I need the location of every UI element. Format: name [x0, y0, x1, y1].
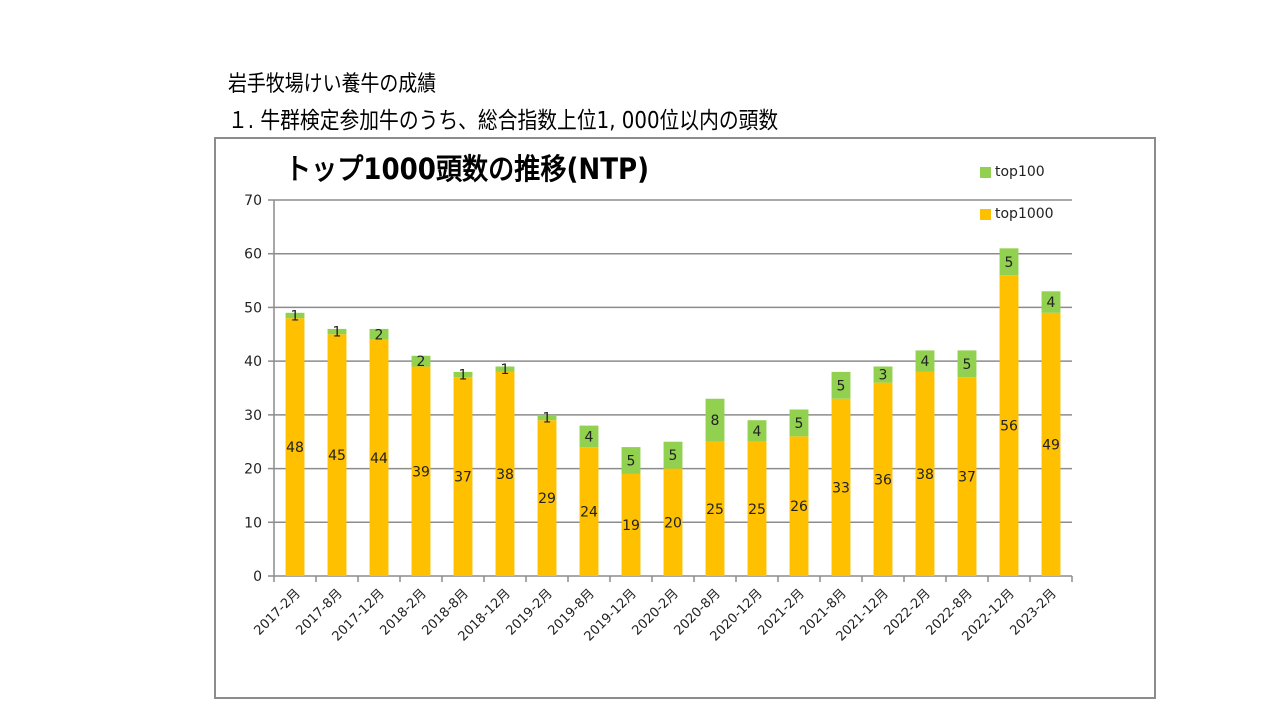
data-label-top100: 8 — [711, 413, 720, 429]
data-label-top1000: 25 — [748, 502, 766, 518]
bar-top1000 — [327, 334, 347, 576]
chart-title: トップ1000頭数の推移(NTP) — [285, 152, 650, 186]
bar-top1000 — [537, 420, 557, 576]
bar-top100 — [663, 441, 683, 469]
bar-top1000 — [705, 441, 725, 576]
bar-top1000 — [1041, 312, 1061, 576]
bar-top1000 — [915, 371, 935, 576]
bar-top1000 — [579, 447, 599, 576]
bar-top100 — [369, 328, 389, 340]
bar-top1000 — [789, 436, 809, 576]
bar-top100 — [957, 350, 977, 378]
bar-top1000 — [663, 468, 683, 576]
y-tick-label: 30 — [244, 408, 262, 424]
data-label-top1000: 44 — [370, 451, 388, 467]
data-label-top1000: 45 — [328, 448, 346, 464]
legend-label-top100: top100 — [995, 164, 1045, 180]
bar-top1000 — [747, 441, 767, 576]
bar-top100 — [831, 371, 851, 399]
data-label-top1000: 33 — [832, 480, 850, 496]
bar-top100 — [789, 409, 809, 437]
data-label-top100: 1 — [459, 368, 468, 384]
data-label-top1000: 26 — [790, 499, 808, 515]
bar-top1000 — [831, 398, 851, 576]
data-label-top100: 5 — [669, 448, 678, 464]
data-label-top100: 5 — [963, 357, 972, 373]
data-label-top1000: 19 — [622, 518, 640, 534]
bar-top100 — [915, 350, 935, 372]
data-label-top100: 5 — [1005, 255, 1014, 271]
x-tick-label: 2023-2月 — [1007, 586, 1059, 638]
y-tick-label: 40 — [244, 354, 262, 370]
data-label-top1000: 20 — [664, 515, 682, 531]
bar-top1000 — [411, 366, 431, 576]
bar-top100 — [1041, 291, 1061, 313]
data-label-top100: 1 — [543, 411, 552, 427]
y-tick-label: 50 — [244, 300, 262, 316]
data-label-top1000: 39 — [412, 464, 430, 480]
data-label-top1000: 38 — [496, 467, 514, 483]
bar-top100 — [579, 425, 599, 448]
data-label-top1000: 25 — [706, 502, 724, 518]
bar-top100 — [705, 398, 725, 442]
data-label-top1000: 37 — [454, 470, 472, 486]
data-label-top100: 1 — [501, 362, 510, 378]
bar-top100 — [537, 414, 557, 421]
data-label-top100: 4 — [585, 429, 594, 445]
data-label-top1000: 49 — [1042, 437, 1060, 453]
bar-top1000 — [495, 371, 515, 576]
data-label-top1000: 48 — [286, 440, 304, 456]
legend-label-top1000: top1000 — [995, 206, 1054, 222]
data-label-top100: 5 — [627, 454, 636, 470]
data-label-top1000: 56 — [1000, 419, 1018, 435]
data-label-top1000: 37 — [958, 470, 976, 486]
bar-top100 — [747, 420, 767, 442]
slide-subtitle: １. 牛群検定参加牛のうち、総合指数上位1, 000位以内の頭数 — [228, 108, 779, 134]
bar-top100 — [327, 328, 347, 335]
bar-top100 — [495, 366, 515, 372]
bar-top1000 — [999, 275, 1019, 576]
slide-title: 岩手牧場けい養牛の成績 — [228, 72, 437, 97]
y-tick-label: 10 — [244, 515, 262, 531]
data-label-top100: 1 — [291, 308, 300, 324]
bar-top100 — [873, 366, 893, 383]
bar-top100 — [411, 355, 431, 367]
data-label-top1000: 38 — [916, 467, 934, 483]
bar-top1000 — [369, 339, 389, 576]
data-label-top100: 4 — [753, 424, 762, 440]
bar-top100 — [453, 371, 473, 378]
bar-top1000 — [285, 318, 305, 576]
data-label-top1000: 24 — [580, 505, 598, 521]
bar-top100 — [999, 248, 1019, 276]
y-tick-label: 0 — [253, 569, 262, 585]
data-label-top100: 2 — [417, 354, 426, 370]
data-label-top1000: 36 — [874, 472, 892, 488]
data-label-top100: 4 — [1047, 295, 1056, 311]
legend-swatch-top100 — [980, 166, 991, 178]
y-tick-label: 70 — [244, 193, 262, 209]
data-label-top100: 5 — [837, 378, 846, 394]
bar-top100 — [621, 447, 641, 474]
y-tick-label: 60 — [244, 247, 262, 263]
legend-item-top1000: top1000 — [980, 206, 1054, 222]
bar-top1000 — [957, 377, 977, 576]
bar-top1000 — [621, 473, 641, 576]
legend-item-top100: top100 — [980, 164, 1045, 180]
data-label-top100: 4 — [921, 354, 930, 370]
data-label-top100: 5 — [795, 416, 804, 432]
bar-top100 — [285, 312, 305, 319]
legend-swatch-top1000 — [980, 208, 991, 220]
data-label-top100: 2 — [375, 327, 384, 343]
bar-top1000 — [873, 382, 893, 576]
data-label-top1000: 29 — [538, 491, 556, 507]
y-tick-label: 20 — [244, 462, 262, 478]
bar-top1000 — [453, 377, 473, 576]
data-label-top100: 3 — [879, 368, 888, 384]
data-label-top100: 1 — [333, 325, 342, 341]
